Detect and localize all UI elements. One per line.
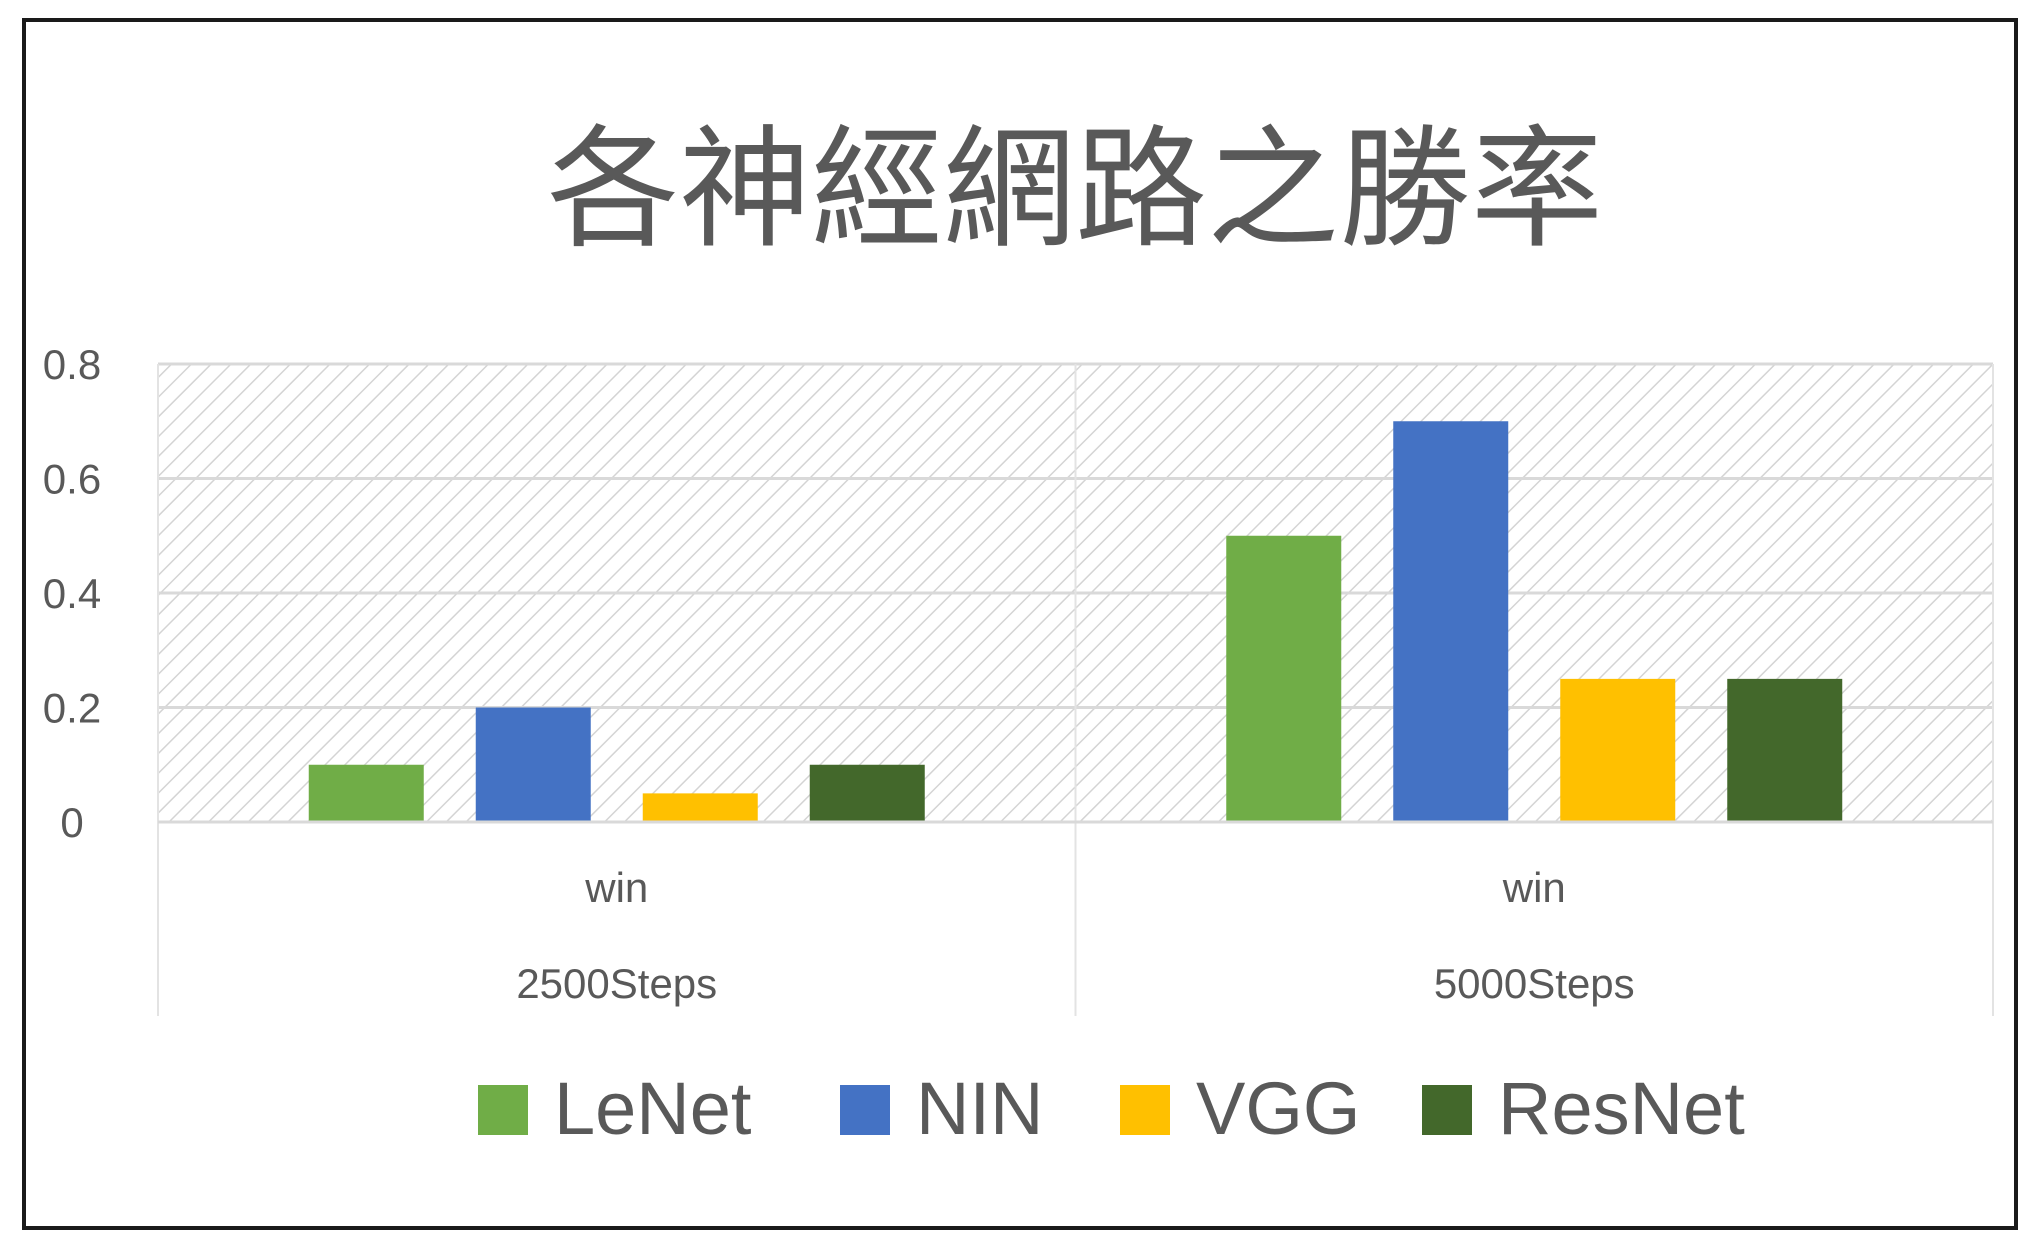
- bar-lenet-1: [1226, 535, 1342, 822]
- bar-lenet-0: [308, 764, 424, 822]
- bar-vgg-1: [1560, 678, 1676, 822]
- legend-label-nin: NIN: [916, 1067, 1043, 1150]
- legend-swatch-vgg: [1120, 1085, 1170, 1135]
- legend-label-resnet: ResNet: [1498, 1067, 1745, 1150]
- legend-label-vgg: VGG: [1196, 1067, 1360, 1150]
- bar-nin-0: [475, 707, 591, 822]
- legend-swatch-lenet: [478, 1085, 528, 1135]
- chart-title: 各神經網路之勝率: [547, 113, 1603, 267]
- legend-swatch-nin: [840, 1085, 890, 1135]
- bar-resnet-1: [1727, 678, 1843, 822]
- y-tick-label: 0.4: [43, 570, 101, 617]
- bar-nin-1: [1393, 421, 1509, 822]
- plot-area: 0 0.2 0.4 0.6 0.8 win 2500Steps win 5000Steps: [43, 341, 1994, 1016]
- x-tick-label: win: [1502, 864, 1566, 911]
- x-group-label: 2500Steps: [516, 960, 717, 1007]
- x-group-label: 5000Steps: [1434, 960, 1635, 1007]
- y-tick-label: 0.6: [43, 456, 101, 503]
- y-tick-label: 0: [60, 799, 83, 846]
- y-tick-label: 0.2: [43, 685, 101, 732]
- y-tick-label: 0.8: [43, 341, 101, 388]
- legend: LeNet NIN VGG ResNet: [478, 1067, 1745, 1150]
- bar-vgg-0: [642, 793, 758, 822]
- legend-swatch-resnet: [1422, 1085, 1472, 1135]
- legend-label-lenet: LeNet: [554, 1067, 752, 1150]
- x-tick-label: win: [584, 864, 648, 911]
- bar-resnet-0: [809, 764, 925, 822]
